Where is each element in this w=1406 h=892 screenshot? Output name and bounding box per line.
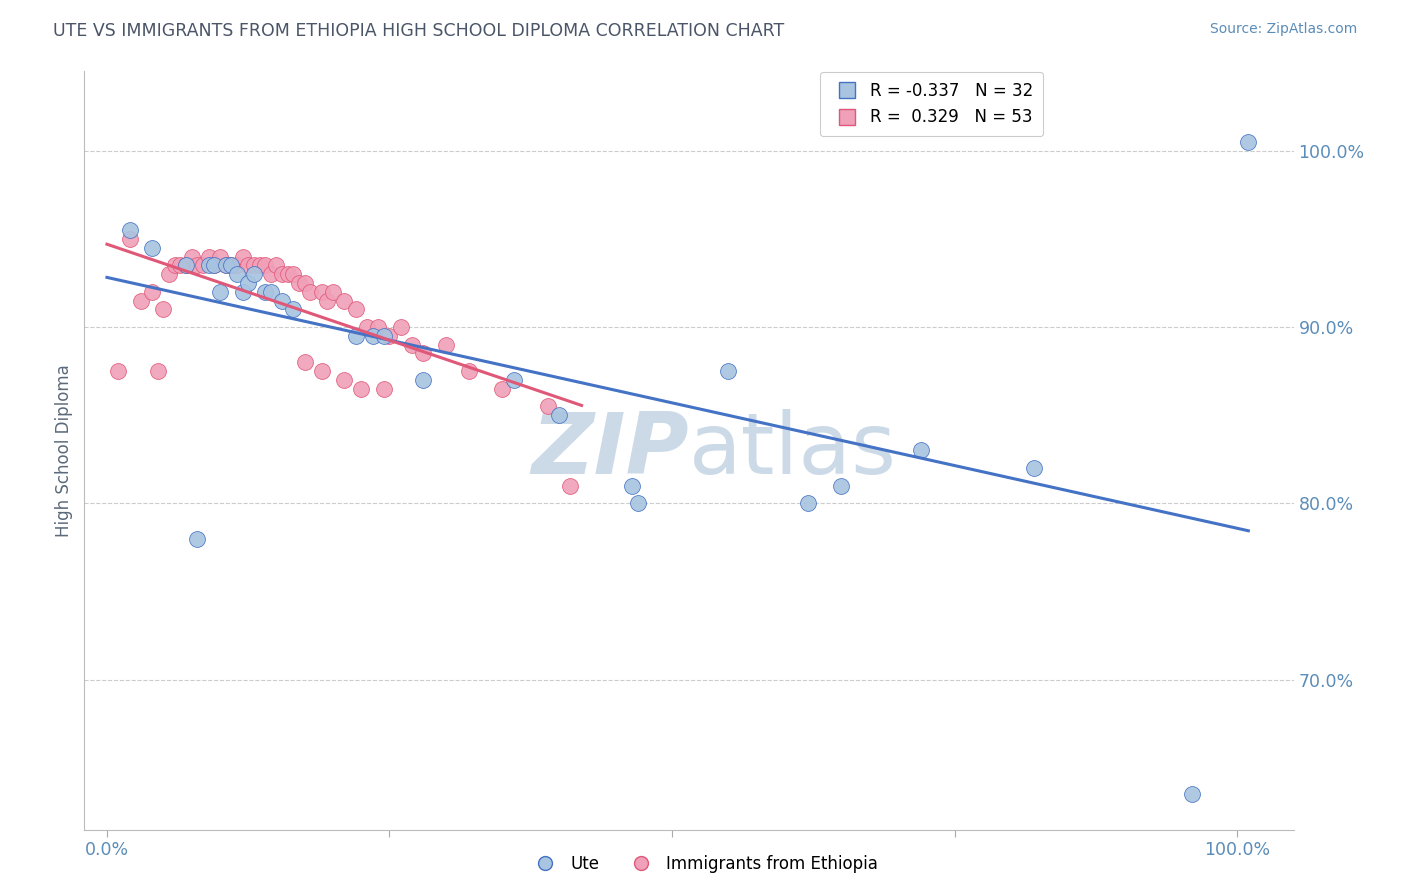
Point <box>174 258 197 272</box>
Point <box>146 364 169 378</box>
Legend: R = -0.337   N = 32, R =  0.329   N = 53: R = -0.337 N = 32, R = 0.329 N = 53 <box>820 72 1043 136</box>
Point <box>367 320 389 334</box>
Point <box>214 258 236 272</box>
Legend: Ute, Immigrants from Ethiopia: Ute, Immigrants from Ethiopia <box>522 848 884 880</box>
Point <box>389 320 412 334</box>
Point <box>243 267 266 281</box>
Point <box>344 302 367 317</box>
Point <box>208 285 231 299</box>
Point <box>621 479 644 493</box>
Point <box>266 258 288 272</box>
Point <box>378 329 401 343</box>
Point <box>344 329 367 343</box>
Point <box>796 496 818 510</box>
Point <box>157 267 180 281</box>
Point <box>277 267 299 281</box>
Point <box>232 285 254 299</box>
Point <box>174 258 197 272</box>
Point <box>107 364 129 378</box>
Point <box>283 302 305 317</box>
Point <box>283 267 305 281</box>
Point <box>350 382 373 396</box>
Point <box>118 232 141 246</box>
Point <box>322 285 344 299</box>
Point <box>1181 787 1204 801</box>
Point <box>191 258 214 272</box>
Text: ZIP: ZIP <box>531 409 689 492</box>
Point <box>627 496 650 510</box>
Point <box>208 250 231 264</box>
Point <box>537 400 560 414</box>
Point <box>169 258 191 272</box>
Point <box>254 258 277 272</box>
Point <box>186 258 208 272</box>
Point <box>271 293 294 308</box>
Point <box>118 223 141 237</box>
Point <box>299 285 322 299</box>
Point <box>294 355 316 369</box>
Point <box>141 241 163 255</box>
Point <box>214 258 236 272</box>
Point <box>356 320 378 334</box>
Point <box>457 364 479 378</box>
Point <box>219 258 242 272</box>
Point <box>226 267 249 281</box>
Point <box>1237 135 1260 149</box>
Point <box>434 337 457 351</box>
Point <box>361 329 384 343</box>
Point <box>910 443 932 458</box>
Text: Source: ZipAtlas.com: Source: ZipAtlas.com <box>1209 22 1357 37</box>
Point <box>129 293 152 308</box>
Text: UTE VS IMMIGRANTS FROM ETHIOPIA HIGH SCHOOL DIPLOMA CORRELATION CHART: UTE VS IMMIGRANTS FROM ETHIOPIA HIGH SCH… <box>53 22 785 40</box>
Point <box>232 250 254 264</box>
Point <box>219 258 242 272</box>
Point <box>560 479 582 493</box>
Point <box>373 382 395 396</box>
Point <box>254 285 277 299</box>
Point <box>333 373 356 387</box>
Text: atlas: atlas <box>689 409 897 492</box>
Point <box>717 364 740 378</box>
Point <box>373 329 395 343</box>
Point <box>152 302 174 317</box>
Point <box>311 285 333 299</box>
Point <box>197 250 219 264</box>
Point <box>238 258 260 272</box>
Point <box>1022 461 1045 475</box>
Point <box>412 373 434 387</box>
Point <box>294 276 316 290</box>
Point <box>333 293 356 308</box>
Point <box>186 532 208 546</box>
Point <box>548 408 571 422</box>
Point <box>202 258 225 272</box>
Point <box>163 258 186 272</box>
Point <box>401 337 423 351</box>
Point <box>197 258 219 272</box>
Point <box>271 267 294 281</box>
Point <box>260 285 283 299</box>
Point <box>316 293 339 308</box>
Point <box>243 258 266 272</box>
Point <box>491 382 513 396</box>
Point <box>311 364 333 378</box>
Point <box>412 346 434 360</box>
Point <box>260 267 283 281</box>
Point <box>180 250 202 264</box>
Point <box>141 285 163 299</box>
Point <box>238 276 260 290</box>
Point <box>249 258 271 272</box>
Point <box>202 258 225 272</box>
Point <box>288 276 311 290</box>
Y-axis label: High School Diploma: High School Diploma <box>55 364 73 537</box>
Point <box>831 479 853 493</box>
Point <box>502 373 524 387</box>
Point <box>226 258 249 272</box>
